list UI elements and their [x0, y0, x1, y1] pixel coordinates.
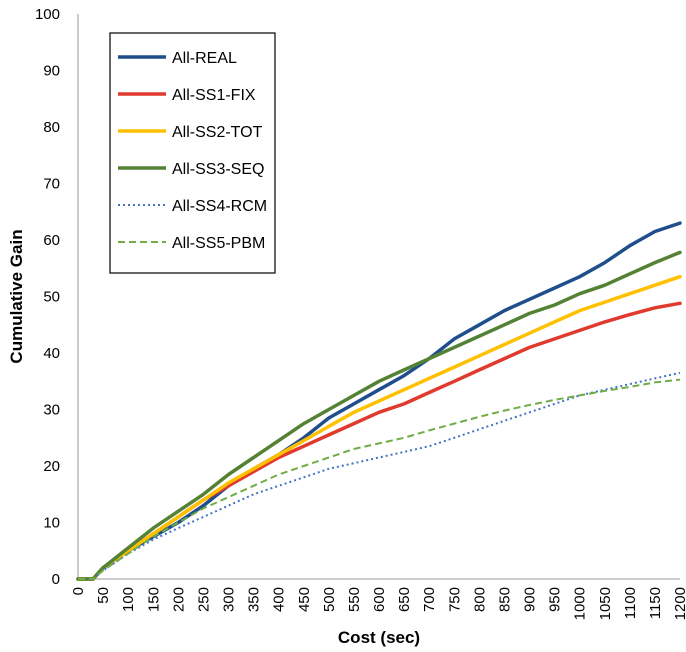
legend-label: All-SS2-TOT: [172, 124, 263, 141]
legend-label: All-SS5-PBM: [172, 235, 265, 252]
series-line-all-ss4-rcm: [78, 371, 681, 580]
x-tick-label: 700: [421, 587, 438, 612]
x-tick-label: 1050: [597, 587, 614, 620]
x-tick-label: 1200: [672, 587, 686, 620]
x-tick-label: 350: [246, 587, 263, 612]
x-tick-label: 1100: [622, 587, 639, 619]
x-tick-label: 450: [296, 587, 313, 612]
y-tick-label: 60: [43, 232, 60, 249]
x-tick-label: 500: [321, 587, 338, 612]
x-tick-label: 0: [70, 587, 87, 595]
x-tick-label: 400: [271, 587, 288, 612]
y-tick-label: 100: [35, 6, 60, 23]
x-tick-label: 900: [522, 587, 539, 612]
series-layer: [76, 221, 682, 581]
series-line-all-ss1-fix: [76, 301, 682, 581]
x-axis-title: Cost (sec): [338, 628, 420, 647]
legend-label: All-SS3-SEQ: [172, 161, 264, 178]
legend-label: All-SS1-FIX: [172, 87, 256, 104]
x-tick-label: 1150: [647, 587, 664, 619]
x-tick-label: 150: [145, 587, 162, 612]
chart-legend: All-REAL All-SS1-FIX All-SS2-TOT All-SS3-SE…: [109, 32, 276, 274]
x-tick-label: 800: [471, 587, 488, 612]
x-tick-label: 650: [396, 587, 413, 612]
y-tick-label: 90: [43, 63, 60, 80]
y-tick-label: 20: [43, 458, 60, 475]
series-line-all-ss2-tot: [76, 274, 682, 581]
y-tick-label: 70: [43, 176, 60, 193]
y-axis-title: Cumulative Gain: [7, 229, 26, 363]
x-tick-label: 50: [95, 587, 112, 604]
y-tick-label: 30: [43, 402, 60, 419]
y-tick-label: 40: [43, 345, 60, 362]
x-tick-label: 300: [221, 587, 238, 612]
x-tick-label: 750: [446, 587, 463, 612]
chart-axes: [77, 14, 680, 580]
legend-label: All-REAL: [172, 50, 237, 67]
y-tick-label: 80: [43, 119, 60, 136]
x-tick-label: 100: [120, 587, 137, 612]
x-tick-label: 1000: [572, 587, 589, 620]
x-tick-label: 250: [195, 587, 212, 612]
x-tick-label: 550: [346, 587, 363, 612]
legend-label: All-SS4-RCM: [172, 198, 267, 215]
x-tick-label: 950: [547, 587, 564, 612]
y-tick-label: 10: [43, 515, 60, 532]
y-tick-label: 0: [52, 571, 60, 588]
x-tick-label: 200: [170, 587, 187, 612]
series-line-all-ss3-seq: [76, 250, 682, 581]
x-tick-label: 850: [496, 587, 513, 612]
legend-box: [109, 32, 276, 274]
x-tick-label: 600: [371, 587, 388, 612]
series-line-all-ss5-pbm: [78, 378, 681, 580]
y-tick-label: 50: [43, 289, 60, 306]
